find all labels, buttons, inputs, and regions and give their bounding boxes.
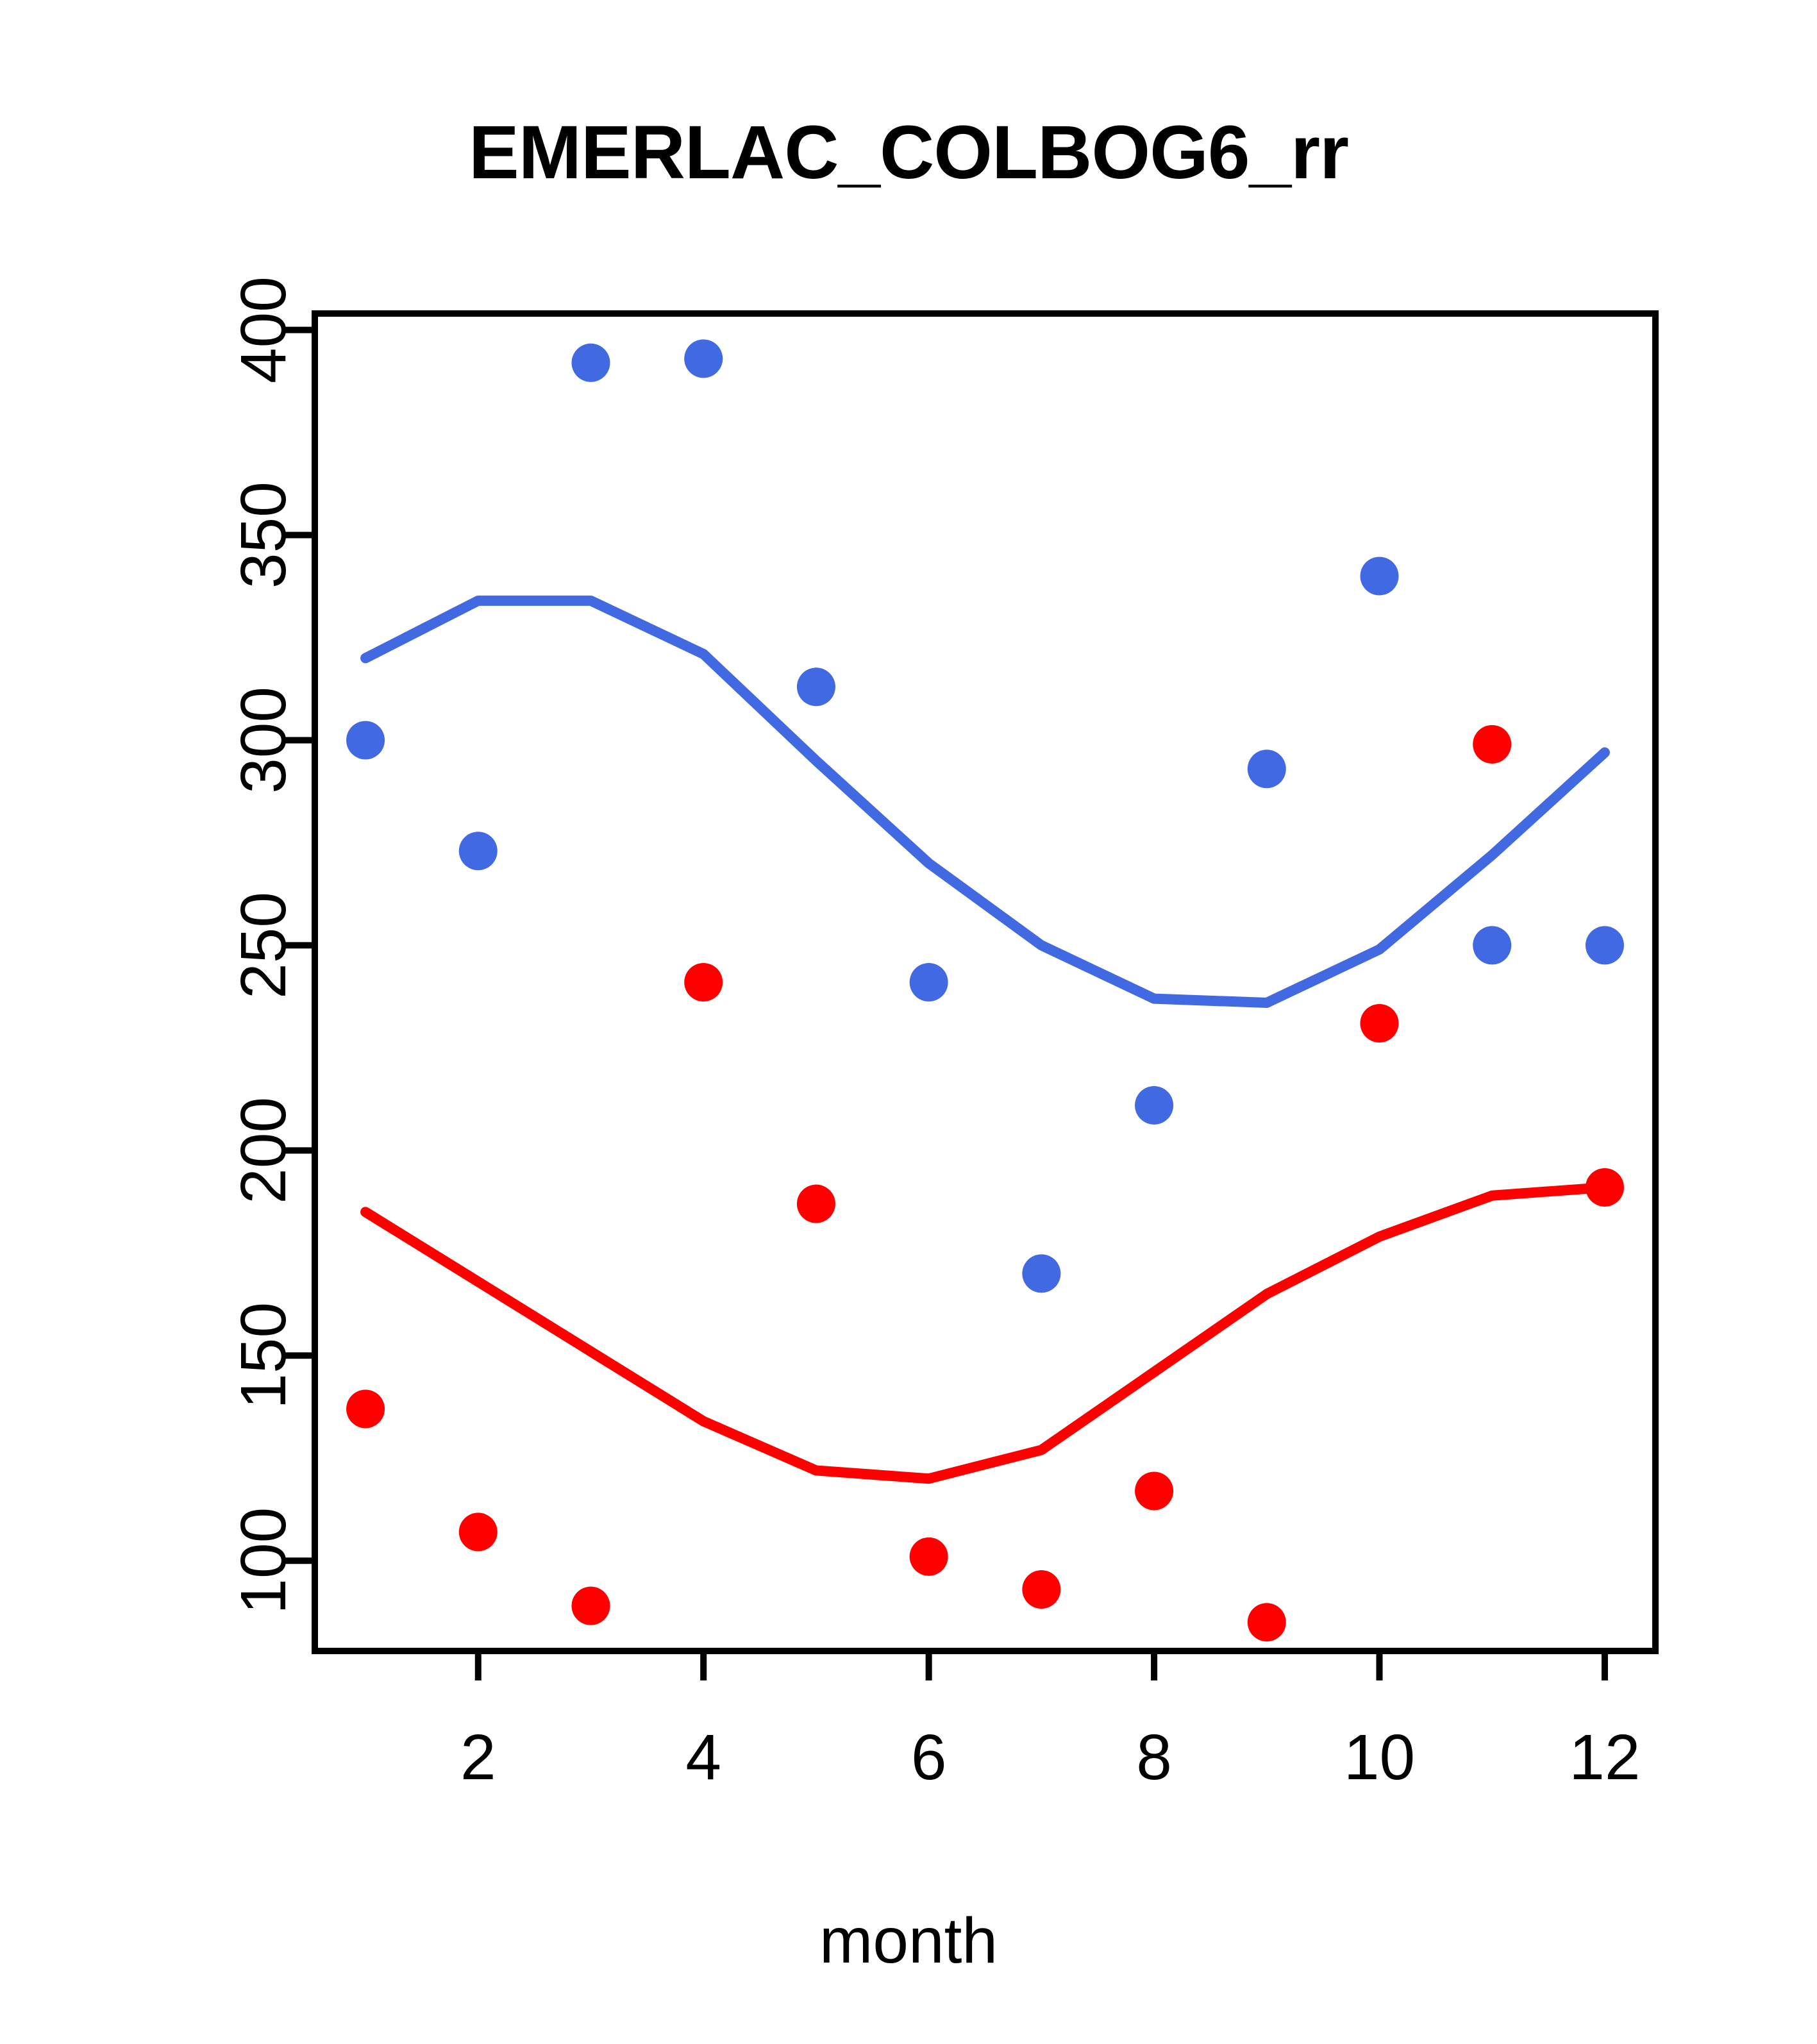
x-axis-tick-label: 12 [1569, 1721, 1640, 1793]
x-axis-tick-label: 6 [911, 1721, 947, 1793]
y-axis-tick-label: 250 [228, 892, 299, 999]
data-point-blue-points [458, 832, 498, 871]
data-point-red-points [1473, 725, 1512, 764]
y-axis-tick-label: 150 [228, 1302, 299, 1409]
data-point-blue-points [1247, 750, 1286, 789]
trend-line-blue-trend [360, 595, 1610, 1008]
y-axis-tick-label: 100 [228, 1507, 299, 1614]
tick-label-group: 100 150 200 250 300 350 400 2 4 6 8 10 12 [228, 276, 1641, 1793]
data-point-red-points [909, 1537, 948, 1576]
data-point-blue-points [796, 667, 835, 707]
data-point-red-points [1135, 1471, 1174, 1511]
x-axis-tick-label: 2 [460, 1721, 496, 1793]
y-axis-tick-label: 400 [228, 276, 299, 383]
data-point-blue-points [1360, 557, 1399, 596]
y-axis-tick-label: 300 [228, 687, 299, 794]
data-point-blue-points [1473, 926, 1512, 965]
data-point-red-points [458, 1512, 498, 1552]
series-group [346, 339, 1624, 1642]
x-axis-tick-label: 10 [1344, 1721, 1415, 1793]
data-point-blue-points [1022, 1254, 1061, 1293]
data-point-red-points [684, 963, 723, 1001]
data-point-blue-points [571, 343, 610, 382]
data-point-red-points [1247, 1603, 1286, 1642]
data-point-red-points [571, 1586, 610, 1625]
y-axis-tick-label: 200 [228, 1097, 299, 1204]
data-point-blue-points [346, 721, 385, 760]
y-axis-tick-label: 350 [228, 482, 299, 589]
data-point-red-points [1585, 1168, 1624, 1207]
axis-group [285, 310, 1659, 1680]
data-point-red-points [796, 1184, 835, 1223]
x-axis-tick-label: 4 [685, 1721, 721, 1793]
page-title: EMERLAC_COLBOG6_rr [468, 110, 1349, 195]
plot-box [312, 310, 1659, 1654]
data-point-blue-points [1585, 926, 1624, 965]
x-axis-title: month [819, 1905, 998, 1977]
data-point-red-points [1360, 1003, 1399, 1043]
data-point-blue-points [909, 963, 948, 1001]
data-point-red-points [346, 1389, 385, 1428]
trend-line-red-trend [360, 1182, 1610, 1484]
data-point-red-points [1022, 1570, 1061, 1609]
data-point-blue-points [1135, 1085, 1174, 1125]
x-axis-tick-label: 8 [1136, 1721, 1172, 1793]
data-point-blue-points [684, 339, 723, 378]
